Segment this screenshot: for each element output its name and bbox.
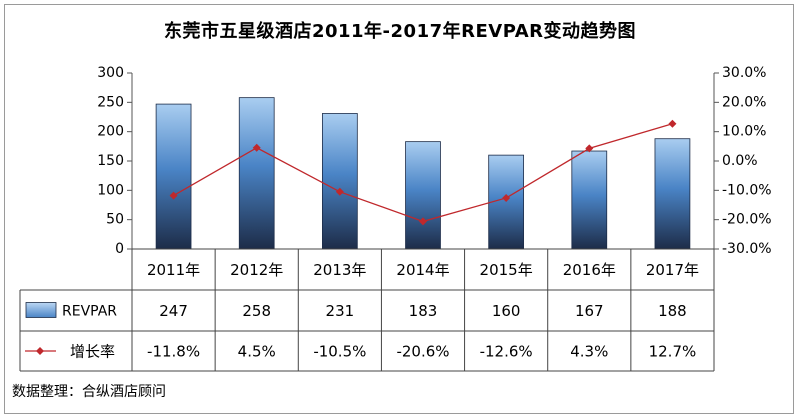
growth-point [252,143,261,152]
bar [155,103,192,250]
category-label: 2016年 [563,261,616,279]
source-note: 数据整理：合纵酒店顾问 [12,384,166,400]
table-value-revpar: 160 [492,302,521,320]
right-tick-label: -20.0% [722,212,772,228]
left-tick-label: 150 [97,153,124,169]
growth-point [585,144,594,153]
growth-point [502,193,511,202]
table-value-revpar: 188 [658,302,687,320]
table-value-revpar: 231 [326,302,355,320]
left-tick-label: 100 [97,182,124,198]
legend-line-label: 增长率 [70,343,115,361]
legend-bar-label: REVPAR [62,304,117,320]
category-label: 2017年 [646,261,699,279]
table-value-growth: 12.7% [649,343,697,361]
right-tick-label: 10.0% [722,124,766,140]
growth-point [668,119,677,128]
bar [321,113,358,250]
table-value-growth: -20.6% [396,343,449,361]
left-tick-label: 250 [97,94,124,110]
category-label: 2012年 [230,261,283,279]
right-tick-label: -30.0% [722,241,772,257]
bar [238,97,275,250]
right-tick-label: 0.0% [722,153,758,169]
bar [571,150,608,250]
left-tick-label: 50 [106,212,124,228]
bar [488,154,525,250]
category-label: 2014年 [396,261,449,279]
left-tick-label: 200 [97,124,124,140]
category-label: 2013年 [313,261,366,279]
category-label: 2011年 [147,261,200,279]
table-value-revpar: 258 [242,302,271,320]
bar [405,141,441,250]
table-value-revpar: 183 [409,302,438,320]
chart-title: 东莞市五星级酒店2011年-2017年REVPAR变动趋势图 [163,21,637,42]
legend-line-marker [36,347,44,355]
category-label: 2015年 [480,261,533,279]
table-value-growth: -11.8% [147,343,200,361]
growth-point [335,187,344,196]
table-value-revpar: 247 [159,302,188,320]
bar [654,138,691,250]
left-tick-label: 300 [97,65,124,81]
chart-frame: 东莞市五星级酒店2011年-2017年REVPAR变动趋势图 [4,4,794,414]
right-tick-label: 30.0% [722,65,766,81]
table-value-revpar: 167 [575,302,604,320]
table-value-growth: 4.5% [238,343,276,361]
table-value-growth: 4.3% [570,343,608,361]
left-tick-label: 0 [115,241,124,257]
table-value-growth: -12.6% [480,343,533,361]
right-tick-label: 20.0% [722,94,766,110]
legend-bar-swatch [25,302,57,318]
growth-point [419,217,427,226]
table-value-growth: -10.5% [313,343,366,361]
right-tick-label: -10.0% [722,182,772,198]
growth-point [169,191,178,200]
